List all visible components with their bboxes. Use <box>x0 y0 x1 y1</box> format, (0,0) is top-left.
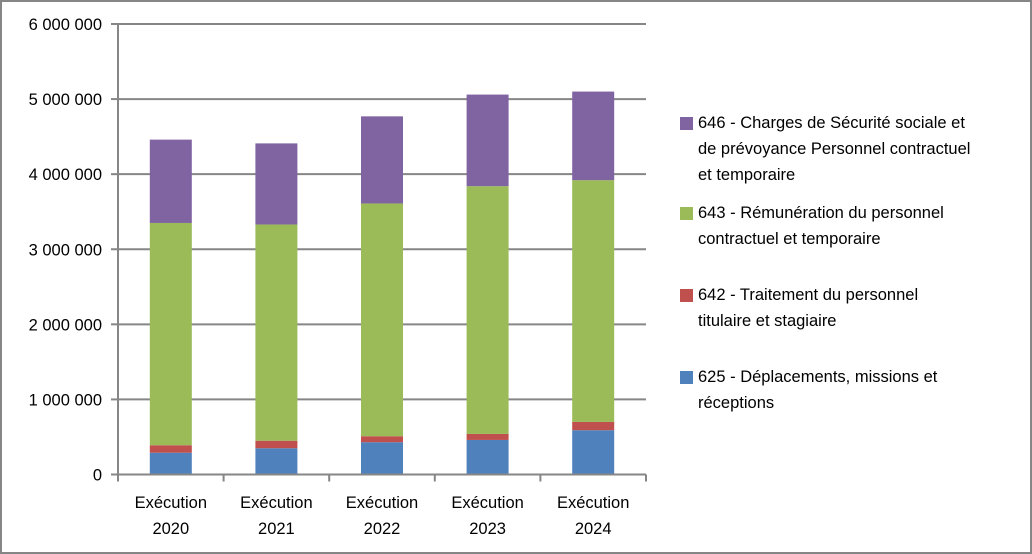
x-tick-label: 2021 <box>258 520 295 538</box>
bar-segment <box>572 91 615 181</box>
legend-label: 646 - Charges de Sécurité sociale et <box>698 114 965 132</box>
x-axis: Exécution 2020 Exécution 2021 Exécution 2022 E… <box>111 473 647 538</box>
legend-label: de prévoyance Personnel contractuel <box>698 140 971 158</box>
bar-segment <box>255 143 298 225</box>
legend-label: réceptions <box>698 394 775 412</box>
y-tick-label: 4 000 000 <box>29 166 102 184</box>
legend-swatch <box>680 371 693 384</box>
x-tick-label: 2024 <box>575 520 612 538</box>
legend-item: 646 - Charges de Sécurité sociale et de p… <box>680 110 980 188</box>
legend-swatch <box>680 117 693 130</box>
y-tick-label: 0 <box>93 467 102 485</box>
bar-segment <box>149 452 192 475</box>
bar-segment <box>361 436 403 443</box>
bar-segment <box>361 442 403 475</box>
bar-segment <box>255 224 298 441</box>
y-tick-label: 5 000 000 <box>29 91 102 109</box>
bar-segment <box>466 94 509 187</box>
bar-segment <box>149 139 192 223</box>
bar-segment <box>572 430 615 475</box>
x-tick-label: 2022 <box>364 520 401 538</box>
y-axis: 0 1 000 000 2 000 000 3 000 000 4 000 000 5 0… <box>29 16 119 485</box>
bar-segment <box>361 116 403 204</box>
legend-label: 625 - Déplacements, missions et <box>698 368 938 386</box>
x-tick-label: Exécution <box>451 494 523 512</box>
bar-segment <box>255 448 298 475</box>
legend-label: 643 - Rémunération du personnel <box>698 204 944 222</box>
y-tick-label: 6 000 000 <box>29 16 102 34</box>
y-tick-label: 1 000 000 <box>29 391 102 409</box>
x-tick-label: Exécution <box>557 494 629 512</box>
y-tick-label: 2 000 000 <box>29 316 102 334</box>
bar-segment <box>255 440 298 449</box>
legend: 646 - Charges de Sécurité sociale et de p… <box>680 110 980 446</box>
bar-segment <box>361 203 403 437</box>
x-tick-label: Exécution <box>135 494 207 512</box>
legend-swatch <box>680 289 693 302</box>
legend-item: 643 - Rémunération du personnel contractu… <box>680 200 980 252</box>
bar-segment <box>149 222 192 446</box>
legend-item: 642 - Traitement du personnel titulaire e… <box>680 282 980 334</box>
legend-label: et temporaire <box>698 166 796 184</box>
bars <box>149 91 615 475</box>
bar-segment <box>466 186 509 434</box>
legend-item: 625 - Déplacements, missions et réception… <box>680 364 980 416</box>
legend-label: 642 - Traitement du personnel <box>698 286 919 304</box>
legend-label: titulaire et stagiaire <box>698 312 837 330</box>
x-tick-label: 2023 <box>469 520 506 538</box>
legend-label: contractuel et temporaire <box>698 230 881 248</box>
x-tick-label: Exécution <box>346 494 418 512</box>
x-tick-label: 2020 <box>152 520 189 538</box>
bar-segment <box>572 421 615 431</box>
x-tick-label: Exécution <box>240 494 312 512</box>
y-tick-label: 3 000 000 <box>29 241 102 259</box>
bar-segment <box>572 180 615 422</box>
bar-segment <box>466 433 509 440</box>
legend-swatch <box>680 207 693 220</box>
bar-segment <box>149 445 192 453</box>
bar-segment <box>466 439 509 475</box>
